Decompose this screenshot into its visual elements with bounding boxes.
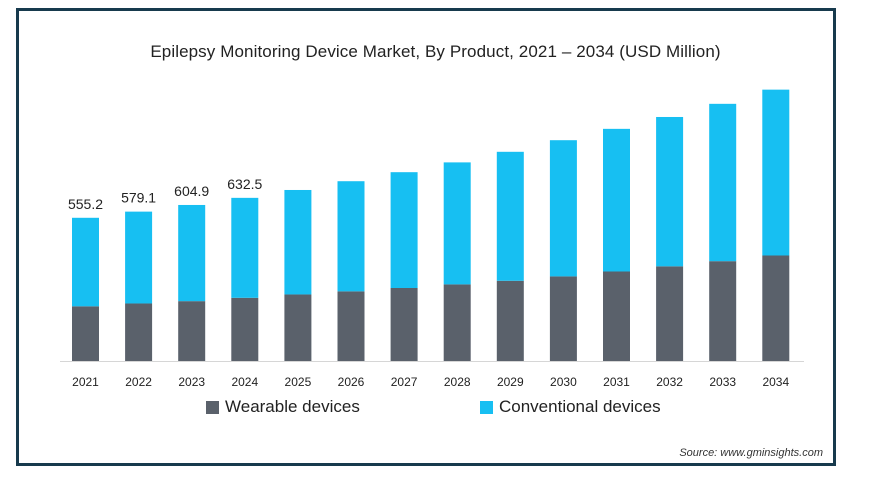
bar-conventional-2034 [762, 89, 790, 256]
legend-label-wearable: Wearable devices [225, 397, 360, 416]
x-tick-label: 2033 [709, 375, 736, 389]
bar-wearable-2021 [72, 306, 99, 361]
x-tick-label: 2029 [497, 375, 524, 389]
bar-conventional-2027 [390, 172, 418, 289]
x-tick-label: 2028 [444, 375, 471, 389]
bar-conventional-2023 [178, 204, 206, 302]
x-tick-label: 2026 [338, 375, 365, 389]
x-tick-label: 2023 [178, 375, 205, 389]
bar-wearable-2034 [762, 255, 790, 361]
bar-conventional-2024 [231, 197, 259, 298]
bar-conventional-2026 [337, 181, 365, 292]
bar-wearable-2031 [603, 271, 630, 361]
bar-wearable-2024 [231, 297, 259, 361]
legend-item-wearable: Wearable devices [206, 397, 360, 417]
data-label: 579.1 [121, 190, 156, 206]
bar-conventional-2033 [709, 103, 737, 262]
bar-wearable-2023 [178, 301, 206, 361]
bar-wearable-2027 [390, 288, 418, 361]
bar-conventional-2030 [549, 140, 577, 277]
legend-swatch-conventional [480, 400, 493, 414]
data-label: 555.2 [68, 196, 103, 212]
data-label: 604.9 [174, 183, 209, 199]
bar-conventional-2029 [496, 151, 524, 281]
x-tick-label: 2031 [603, 375, 630, 389]
data-label: 632.5 [227, 176, 262, 192]
x-tick-label: 2034 [762, 375, 789, 389]
bar-conventional-2032 [656, 116, 684, 267]
bar-wearable-2029 [496, 280, 524, 361]
bar-wearable-2022 [125, 303, 153, 361]
chart-title: Epilepsy Monitoring Device Market, By Pr… [150, 42, 721, 61]
bar-wearable-2026 [337, 291, 365, 361]
x-tick-label: 2025 [285, 375, 312, 389]
x-tick-label: 2027 [391, 375, 418, 389]
x-tick-label: 2022 [125, 375, 152, 389]
bar-conventional-2028 [443, 162, 471, 285]
bar-conventional-2031 [603, 128, 630, 272]
bar-wearable-2033 [709, 261, 737, 361]
bar-wearable-2032 [656, 266, 684, 361]
legend-item-conventional: Conventional devices [480, 397, 661, 417]
legend-swatch-wearable [206, 400, 219, 414]
x-tick-label: 2032 [656, 375, 683, 389]
bar-conventional-2021 [72, 217, 99, 307]
bar-conventional-2025 [284, 189, 312, 295]
x-tick-label: 2021 [72, 375, 99, 389]
bar-wearable-2030 [549, 276, 577, 361]
bar-wearable-2028 [443, 284, 471, 361]
source-note: Source: www.gminsights.com [679, 447, 823, 459]
x-tick-label: 2024 [231, 375, 258, 389]
legend-label-conventional: Conventional devices [499, 397, 661, 416]
chart-frame [16, 8, 836, 466]
bar-wearable-2025 [284, 294, 312, 361]
bar-conventional-2022 [125, 211, 153, 304]
x-tick-label: 2030 [550, 375, 577, 389]
